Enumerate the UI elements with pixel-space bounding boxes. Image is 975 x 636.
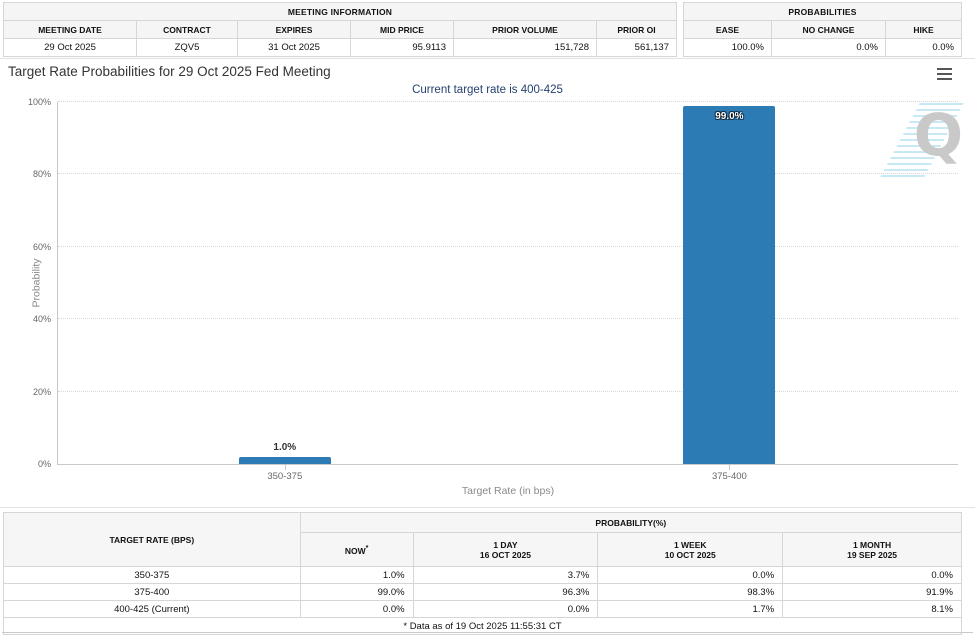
bar-chart-plot-area: 0% 20% 40% 60% 80% 100% Probability 1.0%…	[28, 97, 958, 497]
now-cell: 0.0%	[299, 600, 414, 618]
ease-value: 100.0%	[683, 38, 772, 57]
prior-volume-value: 151,728	[453, 38, 597, 57]
probability-history-table-wrap: TARGET RATE (BPS) PROBABILITY(%) NOW* 1 …	[3, 512, 963, 635]
now-cell: 1.0%	[299, 566, 414, 584]
day-cell: 0.0%	[412, 600, 599, 618]
menu-bar	[936, 67, 952, 71]
bar-value-label: 1.0%	[273, 442, 297, 454]
probability-bar-375-400[interactable]	[683, 105, 776, 464]
day-cell: 96.3%	[412, 583, 599, 601]
col-no-change: NO CHANGE	[771, 20, 886, 39]
data-as-of-footnote: * Data as of 19 Oct 2025 11:55:31 CT	[3, 617, 962, 635]
y-tick-label: 40%	[32, 314, 51, 325]
meeting-information-row: 29 Oct 2025 ZQV5 31 Oct 2025 95.9113 151…	[3, 38, 677, 57]
expires-value: 31 Oct 2025	[237, 38, 351, 57]
now-asterisk: *	[365, 543, 369, 552]
col-contract: CONTRACT	[136, 20, 238, 39]
meeting-date-value: 29 Oct 2025	[3, 38, 137, 57]
col-prior-volume: PRIOR VOLUME	[453, 20, 597, 39]
gridline	[58, 173, 958, 175]
gridline	[58, 245, 958, 247]
x-tick	[729, 464, 731, 470]
week-cell: 98.3%	[597, 583, 784, 601]
menu-bar	[936, 72, 952, 76]
hike-value: 0.0%	[885, 38, 962, 57]
chart-title: Target Rate Probabilities for 29 Oct 202…	[8, 64, 331, 79]
no-change-value: 0.0%	[771, 38, 886, 57]
table-row-400-425-current: 400-425 (Current) 0.0% 0.0% 1.7% 8.1%	[3, 600, 962, 618]
chart-context-menu-icon[interactable]	[933, 65, 955, 83]
week-cell: 0.0%	[597, 566, 784, 584]
header-target-rate: TARGET RATE (BPS)	[3, 512, 301, 567]
table-row-350-375: 350-375 1.0% 3.7% 0.0% 0.0%	[3, 566, 962, 584]
y-tick-label: 60%	[32, 241, 51, 252]
y-tick-label: 100%	[27, 97, 51, 107]
probability-chart-panel: Target Rate Probabilities for 29 Oct 202…	[0, 58, 975, 508]
x-category-label: 375-400	[711, 471, 747, 482]
header-1-week-date: 10 OCT 2025	[664, 549, 716, 560]
month-cell: 0.0%	[782, 566, 962, 584]
week-cell: 1.7%	[597, 600, 784, 618]
header-1-day: 1 DAY 16 OCT 2025	[412, 532, 599, 567]
page-bottom-border	[2, 632, 973, 635]
gridline	[58, 318, 958, 320]
rate-cell: 400-425 (Current)	[3, 600, 301, 618]
month-cell: 8.1%	[782, 600, 962, 618]
probability-bar-350-375[interactable]	[238, 457, 331, 464]
y-tick-label: 0%	[37, 459, 51, 469]
rate-cell: 375-400	[3, 583, 301, 601]
x-category-label: 350-375	[267, 471, 303, 482]
mid-price-value: 95.9113	[350, 38, 454, 57]
header-now-label: NOW	[344, 545, 366, 556]
probabilities-summary-table: PROBABILITIES EASE NO CHANGE HIKE 100.0%…	[683, 2, 962, 57]
rate-cell: 350-375	[3, 566, 301, 584]
probabilities-title: PROBABILITIES	[683, 2, 962, 21]
x-axis-title: Target Rate (in bps)	[461, 485, 555, 497]
gridline	[58, 101, 958, 102]
x-tick	[284, 464, 286, 470]
header-1-week-label: 1 WEEK	[673, 539, 707, 550]
col-meeting-date: MEETING DATE	[3, 20, 137, 39]
header-probability: PROBABILITY(%)	[299, 512, 963, 533]
probability-history-table: TARGET RATE (BPS) PROBABILITY(%) NOW* 1 …	[3, 512, 963, 635]
header-1-day-date: 16 OCT 2025	[479, 549, 531, 560]
menu-bar	[936, 77, 952, 81]
probabilities-row: 100.0% 0.0% 0.0%	[683, 38, 962, 57]
header-1-month-date: 19 SEP 2025	[847, 549, 898, 560]
contract-value: ZQV5	[136, 38, 238, 57]
y-tick-label: 80%	[32, 169, 51, 180]
y-tick-label: 20%	[32, 386, 51, 397]
header-1-month-label: 1 MONTH	[852, 539, 892, 550]
prior-oi-value: 561,137	[596, 38, 677, 57]
meeting-information-title: MEETING INFORMATION	[3, 2, 677, 21]
header-now: NOW*	[299, 532, 414, 567]
gridline	[58, 390, 958, 392]
table-row-375-400: 375-400 99.0% 96.3% 98.3% 91.9%	[3, 583, 962, 601]
col-hike: HIKE	[885, 20, 962, 39]
meeting-information-table: MEETING INFORMATION MEETING DATE CONTRAC…	[3, 2, 677, 57]
now-cell: 99.0%	[299, 583, 414, 601]
month-cell: 91.9%	[782, 583, 962, 601]
col-mid-price: MID PRICE	[350, 20, 454, 39]
header-1-month: 1 MONTH 19 SEP 2025	[782, 532, 962, 567]
table-footnote-row: * Data as of 19 Oct 2025 11:55:31 CT	[3, 617, 962, 635]
col-prior-oi: PRIOR OI	[596, 20, 677, 39]
day-cell: 3.7%	[412, 566, 599, 584]
col-ease: EASE	[683, 20, 772, 39]
col-expires: EXPIRES	[237, 20, 351, 39]
header-1-day-label: 1 DAY	[493, 539, 518, 550]
chart-subtitle: Current target rate is 400-425	[412, 84, 563, 96]
bar-value-label: 99.0%	[715, 110, 744, 122]
header-1-week: 1 WEEK 10 OCT 2025	[597, 532, 784, 567]
y-axis-title: Probability	[30, 258, 43, 308]
